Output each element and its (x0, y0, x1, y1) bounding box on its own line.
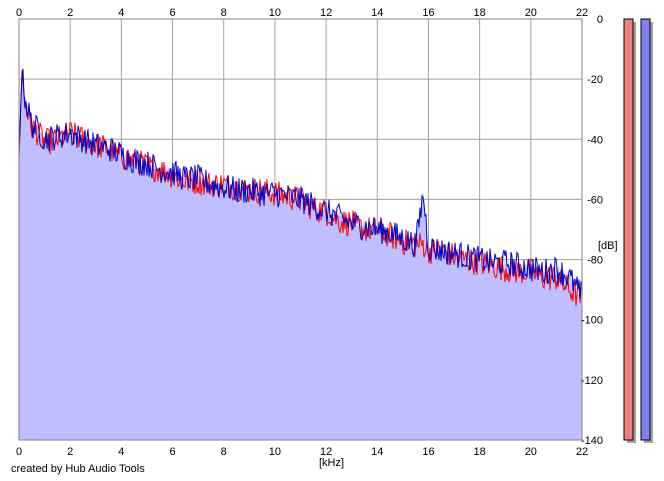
y-tick-label: 0 (597, 14, 603, 26)
y-tick-label: -100 (581, 315, 603, 327)
x-tick-label-bottom: 10 (269, 446, 281, 458)
y-axis-unit-label: [dB] (598, 240, 618, 252)
x-tick-label-top: 22 (576, 7, 588, 19)
x-tick-label-top: 20 (525, 7, 537, 19)
x-tick-label-bottom: 12 (320, 446, 332, 458)
plot-frame (18, 18, 583, 441)
x-tick-label-bottom: 22 (576, 446, 588, 458)
y-tick-label: -140 (581, 435, 603, 447)
x-tick-label-top: 12 (320, 7, 332, 19)
x-tick-label-top: 10 (269, 7, 281, 19)
right-level-meter (640, 18, 651, 441)
y-tick-label: -120 (581, 375, 603, 387)
x-tick-label-top: 14 (371, 7, 383, 19)
x-tick-label-top: 16 (422, 7, 434, 19)
footer-credit: created by Hub Audio Tools (11, 463, 145, 475)
x-tick-label-top: 0 (16, 7, 22, 19)
spectrum-fill-area (19, 67, 582, 440)
y-tick-label: -40 (587, 134, 603, 146)
x-tick-label-bottom: 14 (371, 446, 383, 458)
x-tick-label-top: 8 (221, 7, 227, 19)
left-level-meter (623, 18, 634, 441)
x-tick-label-bottom: 4 (118, 446, 124, 458)
level-meters (623, 18, 653, 443)
x-tick-label-bottom: 16 (422, 446, 434, 458)
y-tick-label: -60 (587, 194, 603, 206)
tick-labels: 002244668810101212141416161818202022220-… (16, 7, 603, 458)
x-tick-label-bottom: 8 (221, 446, 227, 458)
x-tick-label-top: 2 (67, 7, 73, 19)
x-tick-label-top: 6 (169, 7, 175, 19)
x-tick-label-bottom: 18 (474, 446, 486, 458)
x-tick-label-bottom: 0 (16, 446, 22, 458)
x-axis-unit-label: [kHz] (319, 457, 345, 469)
x-tick-label-top: 4 (118, 7, 124, 19)
series-layer (18, 68, 583, 306)
y-tick-label: -80 (587, 255, 603, 267)
x-tick-label-bottom: 20 (525, 446, 537, 458)
x-tick-label-bottom: 6 (169, 446, 175, 458)
series-line-right-channel (18, 68, 583, 299)
x-tick-label-bottom: 2 (67, 446, 73, 458)
x-tick-label-top: 18 (474, 7, 486, 19)
y-tick-label: -20 (587, 74, 603, 86)
